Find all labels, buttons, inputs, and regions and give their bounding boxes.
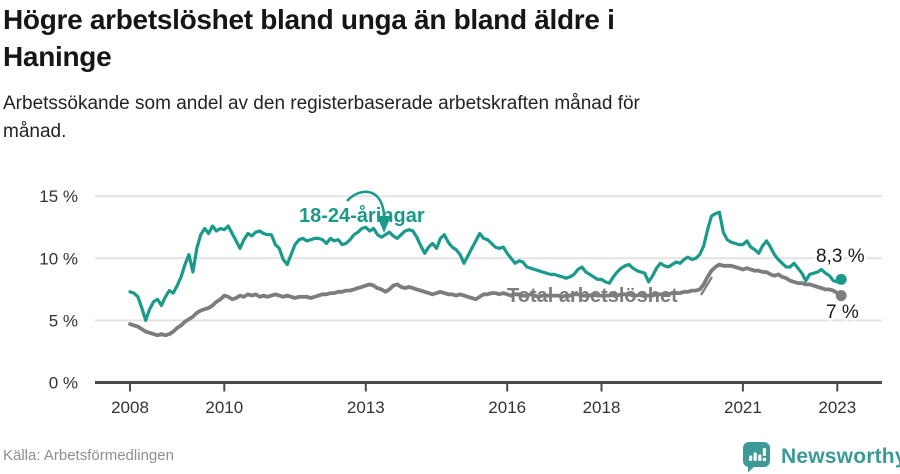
youth-label-arrow [346, 190, 386, 216]
end-value-label-total: 7 % [826, 302, 859, 323]
series-label-total: Total arbetslöshet [507, 285, 678, 307]
newsworthy-wordmark: Newsworthy [781, 444, 900, 468]
newsworthy-logo-icon [743, 442, 770, 473]
page-subtitle-line-2: månad. [3, 120, 67, 142]
series-label-youth: 18-24-åringar [299, 204, 425, 227]
x-axis-label-2021: 2021 [724, 398, 762, 417]
end-dot-total [835, 290, 847, 302]
series-line-youth [128, 210, 843, 322]
end-value-label-youth: 8,3 % [816, 246, 865, 267]
page-subtitle: Arbetssökande som andel av den registerb… [3, 90, 640, 145]
end-dot-youth [835, 273, 847, 285]
x-axis-label-2016: 2016 [488, 398, 526, 417]
y-axis-label-10: 10 % [39, 249, 78, 268]
page-title: Högre arbetslöshet bland unga än bland ä… [3, 2, 615, 76]
series-line-total [128, 262, 844, 338]
x-axis-label-2010: 2010 [205, 398, 243, 417]
y-axis-label-5: 5 % [49, 311, 78, 330]
page-subtitle-line-1: Arbetssökande som andel av den registerb… [3, 93, 640, 114]
x-axis-label-2023: 2023 [818, 398, 856, 417]
page-title-line-2: Haninge [3, 40, 112, 72]
x-axis-label-2008: 2008 [111, 398, 149, 417]
data-series [128, 210, 847, 338]
x-axis-label-2018: 2018 [583, 398, 621, 417]
down-arrowhead-icon [377, 216, 391, 233]
source-text: Källa: Arbetsförmedlingen [3, 447, 174, 464]
y-axis-label-15: 15 % [39, 187, 78, 206]
total-label-connector [700, 276, 713, 296]
page-title-line-1: Högre arbetslöshet bland unga än bland ä… [3, 4, 615, 35]
y-axis-label-0: 0 % [49, 374, 78, 393]
gridlines-and-axes: 0 % 5 % 10 % 15 % 2008 2010 2013 2016 2018 2021 20… [39, 187, 882, 417]
newsworthy-logo-link[interactable]: Newsworthy [741, 440, 900, 473]
x-axis-label-2013: 2013 [347, 398, 385, 417]
